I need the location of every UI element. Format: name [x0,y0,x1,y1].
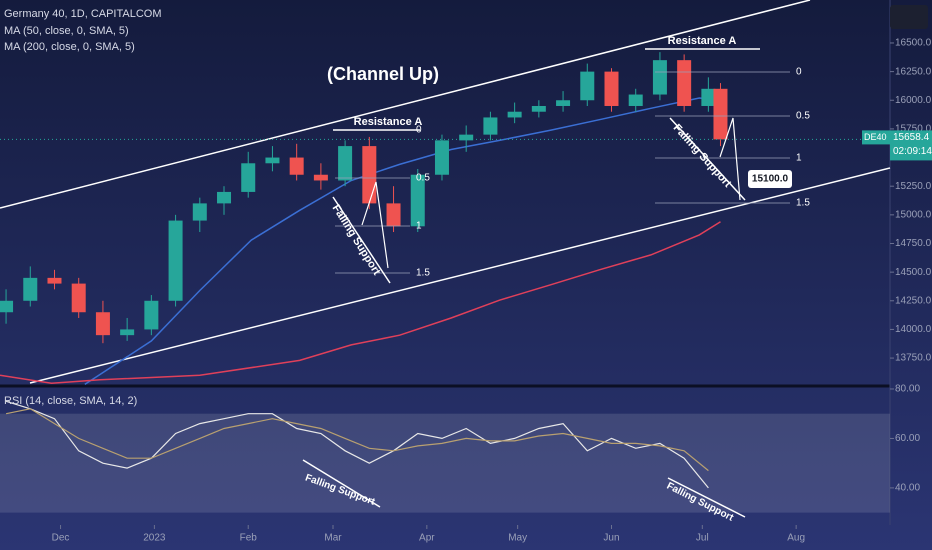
price-tag [890,130,932,161]
x-tick-label: Jun [603,533,619,544]
candle-body [652,60,667,95]
x-tick-label: Jul [696,533,709,544]
symbol-tag [862,130,890,145]
annotation: Resistance A [668,35,737,47]
candle-body [241,163,256,192]
candle-body [71,283,86,313]
rsi-band [0,413,890,513]
x-tick-label: Feb [240,533,258,544]
x-tick-label: Apr [419,533,435,544]
y-tick-label: 14250.0 [895,295,932,306]
rsi-line [5,400,709,489]
callout-box [748,170,792,188]
y-tick-label: 16250.0 [895,66,932,77]
candle-body [713,88,728,140]
legend-entry: MA (50, close, 0, SMA, 5) [4,25,129,37]
toolbar-button[interactable] [890,5,928,29]
y-tick-label: 40.00 [895,483,920,494]
x-tick-label: Mar [324,533,342,544]
candle-body [459,134,474,141]
rsi-support [667,477,746,518]
fib-label: 1.5 [796,198,810,209]
y-tick-label: 14750.0 [895,238,932,249]
y-tick-label: 60.00 [895,433,920,444]
candle-body [338,146,353,181]
y-tick-label: 16000.0 [895,95,932,106]
candle-body [556,100,571,106]
projection [719,117,741,201]
rsi-title: RSI (14, close, SMA, 14, 2) [4,395,137,407]
rsi-support [302,459,381,508]
candle-body [701,88,716,106]
plot: 16500.016250.016000.015750.015500.015250… [0,8,932,544]
chart-title: Germany 40, 1D, CAPITALCOM [4,8,162,20]
channel-bottom [29,167,891,384]
y-tick-label: 15750.0 [895,124,932,135]
x-tick-label: Dec [52,533,70,544]
support-line [669,117,746,201]
candle-body [677,60,692,106]
x-tick-label: May [508,533,527,544]
candle-body [217,191,232,204]
fib-label: 0 [796,67,802,78]
candle-body [23,277,38,301]
y-tick-label: 13750.0 [895,353,932,364]
candle-body [168,220,183,301]
candle-body [192,203,207,221]
fib-label: 1 [416,221,422,232]
fib-label: 1.5 [416,268,430,279]
y-tick-label: 80.00 [895,384,920,395]
candle-body [313,174,328,181]
candle-body [144,300,159,330]
countdown: 02:09:14 [893,146,932,157]
y-tick-label: 16500.0 [895,38,932,49]
candle-body [47,277,62,284]
candle-body [289,157,304,175]
symbol: DE40 [864,132,887,142]
candle-body [386,203,401,227]
y-tick-label: 15000.0 [895,209,932,220]
annotation: 15100.0 [752,174,789,185]
y-tick-label: 15250.0 [895,181,932,192]
legend-entry: MA (200, close, 0, SMA, 5) [4,41,135,53]
channel-top [0,0,811,209]
candle-body [483,117,498,135]
candle-body [0,300,14,313]
candle-body [628,94,643,106]
last-price: 15658.4 [893,132,930,143]
fib-label: 0.5 [416,173,430,184]
candle-body [120,329,135,336]
fib-label: 0.5 [796,111,810,122]
rsi-line [5,408,709,472]
candle-body [95,312,110,336]
x-tick-label: 2023 [143,533,166,544]
y-tick-label: 14000.0 [895,324,932,335]
candle-body [410,174,425,227]
projection [361,181,389,269]
candle-body [362,146,377,204]
candle-body [434,140,449,175]
support-line [332,196,391,284]
y-tick-label: 14500.0 [895,267,932,278]
candle-body [265,157,280,164]
annotation: (Channel Up) [327,64,439,84]
fib-label: 1 [796,153,802,164]
ma-line [84,97,721,386]
candle-body [580,71,595,101]
candle-body [531,105,546,112]
x-tick-label: Aug [787,533,805,544]
annotation: Resistance A [354,116,423,128]
ma-line [0,221,721,385]
candle-body [604,71,619,106]
candle-body [507,111,522,118]
